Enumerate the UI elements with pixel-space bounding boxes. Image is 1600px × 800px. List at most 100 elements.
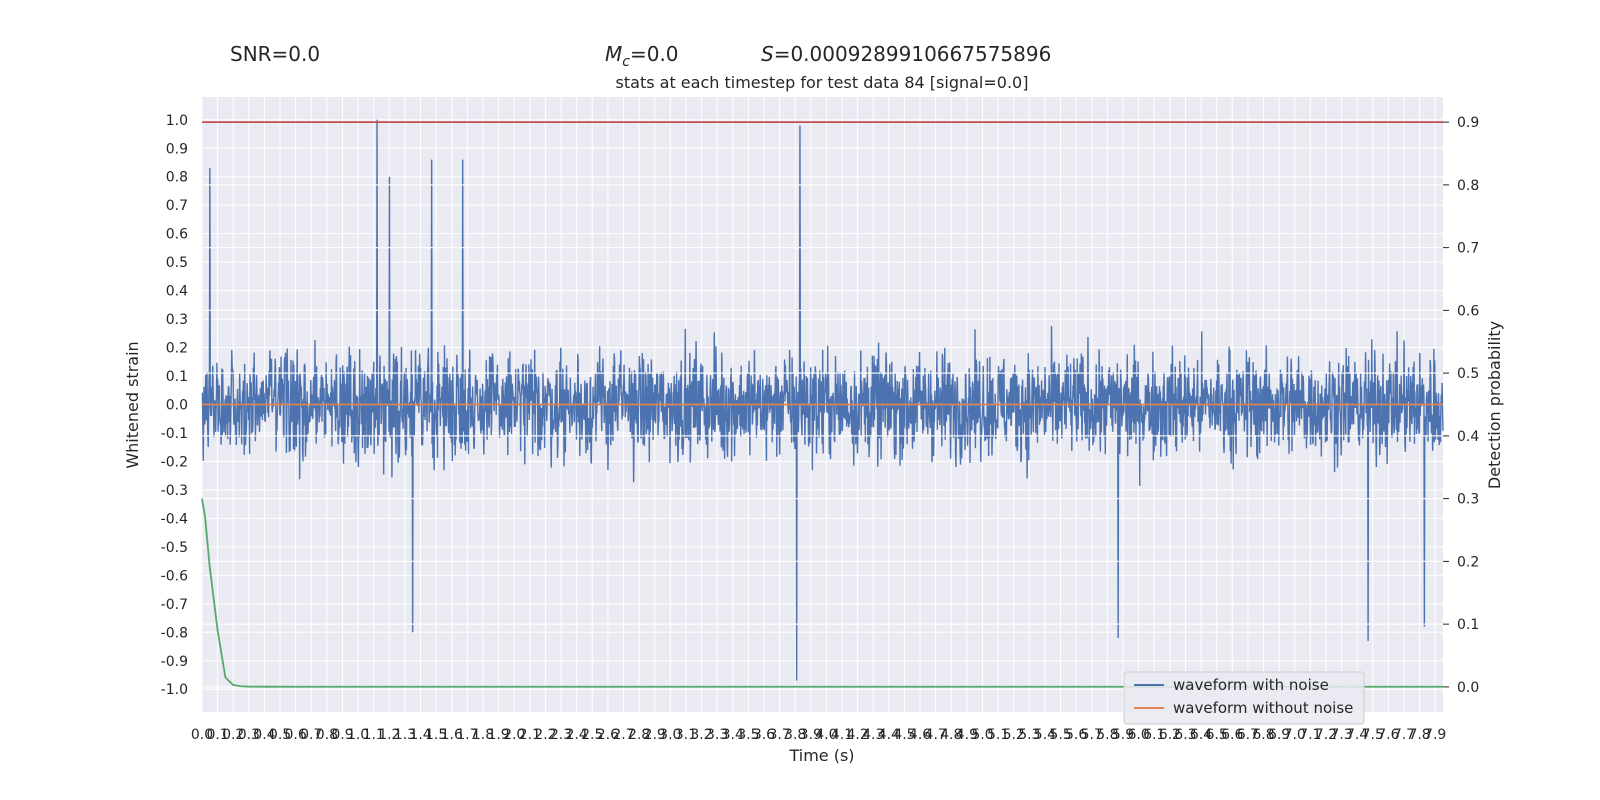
x-tick-label: 4.1 bbox=[831, 727, 853, 743]
y-tick-label: 0.0 bbox=[166, 398, 188, 414]
x-tick-label: 2.9 bbox=[644, 727, 666, 743]
y-tick-label: -0.7 bbox=[161, 597, 188, 613]
series-detection-probability bbox=[201, 498, 1443, 688]
x-tick-label: 3.6 bbox=[753, 727, 775, 743]
x-tick-label: 7.8 bbox=[1408, 727, 1430, 743]
x-tick-label: 1.1 bbox=[363, 727, 385, 743]
x-tick-label: 1.2 bbox=[378, 727, 400, 743]
x-tick-label: 6.5 bbox=[1206, 727, 1228, 743]
x-tick-label: 6.2 bbox=[1159, 727, 1181, 743]
x-tick-label: 0.3 bbox=[238, 727, 260, 743]
x-tick-label: 2.5 bbox=[581, 727, 603, 743]
x-tick-label: 7.0 bbox=[1284, 727, 1306, 743]
y-tick-label: -0.6 bbox=[161, 568, 188, 584]
y-axis-label: Whitened strain bbox=[123, 341, 142, 468]
x-tick-label: 1.5 bbox=[425, 727, 447, 743]
x-tick-label: 4.5 bbox=[893, 727, 915, 743]
y-tick-label: 0.5 bbox=[166, 255, 188, 271]
x-tick-label: 6.1 bbox=[1143, 727, 1165, 743]
stat-s-label: S=0.0009289910667575896 bbox=[761, 42, 1051, 66]
x-tick-label: 0.7 bbox=[300, 727, 322, 743]
x-tick-label: 5.7 bbox=[1081, 727, 1103, 743]
x-tick-label: 2.0 bbox=[503, 727, 525, 743]
y-axis-left: 1.0 0.9 0.8 0.7 0.6 0.5 0.4 0.3 0.2 0.1 0.0 -0.1 -0.… bbox=[161, 113, 188, 698]
y-tick-label: -0.9 bbox=[161, 654, 188, 670]
legend-entry-noise: waveform with noise bbox=[1173, 676, 1329, 694]
x-tick-label: 0.6 bbox=[285, 727, 307, 743]
legend-box bbox=[1123, 671, 1365, 725]
y-right-tick-label: 0.3 bbox=[1457, 492, 1479, 508]
x-tick-label: 0.2 bbox=[222, 727, 244, 743]
x-tick-label: 1.8 bbox=[472, 727, 494, 743]
x-tick-label: 1.7 bbox=[456, 727, 478, 743]
x-tick-label: 5.5 bbox=[1049, 727, 1071, 743]
detection-probability-line bbox=[201, 498, 1443, 688]
x-tick-label: 6.9 bbox=[1268, 727, 1290, 743]
x-tick-label: 4.9 bbox=[956, 727, 978, 743]
y-tick-label: 0.3 bbox=[166, 312, 188, 328]
y-tick-label: -0.8 bbox=[161, 625, 188, 641]
x-tick-label: 5.6 bbox=[1065, 727, 1087, 743]
snr-label: SNR=0.0 bbox=[230, 42, 320, 66]
y-right-tick-label: 0.2 bbox=[1457, 554, 1479, 570]
legend: waveform with noise waveform without noi… bbox=[1123, 671, 1365, 725]
x-tick-label: 5.2 bbox=[1003, 727, 1025, 743]
x-tick-label: 3.8 bbox=[784, 727, 806, 743]
x-tick-label: 6.3 bbox=[1174, 727, 1196, 743]
x-tick-label: 2.4 bbox=[566, 727, 588, 743]
x-tick-label: 7.2 bbox=[1315, 727, 1337, 743]
waveform-with-noise-line bbox=[201, 119, 1444, 681]
y-tick-label: -0.5 bbox=[161, 540, 188, 556]
x-tick-label: 3.9 bbox=[800, 727, 822, 743]
x-tick-label: 5.0 bbox=[971, 727, 993, 743]
y-right-tick-label: 0.1 bbox=[1457, 617, 1479, 633]
y-tick-label: 0.4 bbox=[166, 284, 188, 300]
x-tick-label: 0.5 bbox=[269, 727, 291, 743]
x-tick-label: 1.4 bbox=[409, 727, 431, 743]
x-tick-label: 7.3 bbox=[1330, 727, 1352, 743]
x-tick-label: 3.5 bbox=[737, 727, 759, 743]
x-tick-label: 6.0 bbox=[1127, 727, 1149, 743]
x-tick-label: 4.2 bbox=[846, 727, 868, 743]
x-tick-label: 0.4 bbox=[253, 727, 275, 743]
y-tick-label: 0.7 bbox=[166, 198, 188, 214]
y-tick-label: 1.0 bbox=[166, 113, 188, 129]
y-tick-label: -0.4 bbox=[161, 511, 188, 527]
suptitle: SNR=0.0 Mc=0.0 S=0.0009289910667575896 bbox=[230, 42, 1051, 70]
x-tick-label: 7.5 bbox=[1362, 727, 1384, 743]
y-axis-right: 0.9 0.8 0.7 0.6 0.5 0.4 0.3 0.2 0.1 0.0 bbox=[1443, 115, 1479, 696]
x-tick-label: 2.6 bbox=[597, 727, 619, 743]
chirp-mass-label: Mc=0.0 bbox=[605, 42, 679, 70]
y-right-tick-label: 0.0 bbox=[1457, 680, 1479, 696]
x-tick-label: 2.7 bbox=[612, 727, 634, 743]
x-tick-label: 7.4 bbox=[1346, 727, 1368, 743]
x-tick-label: 5.4 bbox=[1034, 727, 1056, 743]
x-tick-label: 4.3 bbox=[862, 727, 884, 743]
x-tick-label: 1.3 bbox=[394, 727, 416, 743]
y-axis-label-right: Detection probability bbox=[1485, 321, 1504, 489]
x-axis-label: Time (s) bbox=[788, 746, 854, 765]
x-axis: 0.00.10.20.30.40.50.60.70.80.91.01.11.21… bbox=[191, 727, 1446, 743]
y-right-tick-label: 0.8 bbox=[1457, 178, 1479, 194]
y-tick-label: -0.2 bbox=[161, 454, 188, 470]
y-tick-label: 0.9 bbox=[166, 141, 188, 157]
chart-title: stats at each timestep for test data 84 … bbox=[616, 73, 1029, 92]
x-tick-label: 5.3 bbox=[1018, 727, 1040, 743]
x-tick-label: 0.9 bbox=[331, 727, 353, 743]
y-tick-label: 0.6 bbox=[166, 227, 188, 243]
y-tick-label: 0.8 bbox=[166, 170, 188, 186]
x-tick-label: 5.8 bbox=[1096, 727, 1118, 743]
series-waveform-with-noise bbox=[201, 119, 1444, 681]
y-right-tick-label: 0.6 bbox=[1457, 303, 1479, 319]
x-tick-label: 1.6 bbox=[441, 727, 463, 743]
x-tick-label: 6.6 bbox=[1221, 727, 1243, 743]
x-tick-label: 7.9 bbox=[1424, 727, 1446, 743]
x-tick-label: 4.4 bbox=[878, 727, 900, 743]
x-tick-label: 2.8 bbox=[628, 727, 650, 743]
y-right-tick-label: 0.4 bbox=[1457, 429, 1479, 445]
x-tick-label: 4.8 bbox=[940, 727, 962, 743]
x-tick-label: 0.0 bbox=[191, 727, 213, 743]
x-tick-label: 3.4 bbox=[722, 727, 744, 743]
y-right-tick-label: 0.9 bbox=[1457, 115, 1479, 131]
x-tick-label: 3.3 bbox=[706, 727, 728, 743]
